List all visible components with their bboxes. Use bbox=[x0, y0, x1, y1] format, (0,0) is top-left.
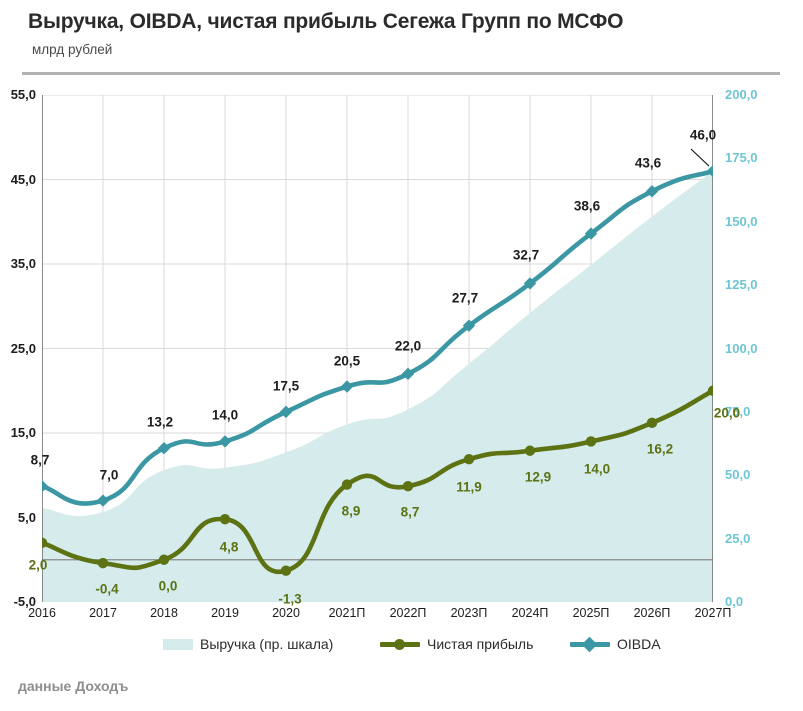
right-axis-tick-label: 200,0 bbox=[725, 87, 758, 102]
plot-area bbox=[42, 95, 713, 602]
oibda-data-label: 17,5 bbox=[272, 378, 300, 394]
oibda-data-label: 38,6 bbox=[573, 198, 601, 214]
x-axis-tick-label: 2022П bbox=[389, 606, 427, 620]
net-profit-data-label: 14,0 bbox=[583, 461, 611, 477]
chart-title: Выручка, OIBDA, чистая прибыль Сегежа Гр… bbox=[28, 10, 624, 33]
x-axis-tick-label: 2019 bbox=[211, 606, 239, 620]
left-axis-tick-label: 45,0 bbox=[10, 171, 36, 187]
oibda-data-label: 14,0 bbox=[211, 407, 239, 423]
x-axis-tick-label: 2023П bbox=[450, 606, 488, 620]
oibda-data-label: 27,7 bbox=[451, 290, 479, 306]
oibda-data-label: 7,0 bbox=[99, 467, 119, 483]
net-profit-data-label: 11,9 bbox=[456, 479, 482, 495]
x-axis-tick-label: 2024П bbox=[511, 606, 549, 620]
oibda-series bbox=[42, 164, 713, 507]
right-axis-tick-label: 50,0 bbox=[725, 467, 751, 483]
right-axis-tick-label: 25,0 bbox=[725, 530, 751, 546]
oibda-data-label: 8,7 bbox=[30, 452, 50, 468]
net-profit-data-label: -0,4 bbox=[95, 581, 119, 597]
net-profit-series bbox=[42, 385, 713, 576]
area-swatch-icon bbox=[163, 638, 193, 650]
chart-legend: Выручка (пр. шкала) Чистая прибыль OIBDA bbox=[0, 636, 803, 658]
chart-subtitle: млрд рублей bbox=[32, 42, 113, 57]
oibda-data-label: 46,0 bbox=[689, 127, 717, 143]
right-axis-tick-label: 125,0 bbox=[725, 277, 758, 293]
left-axis-tick-label: 55,0 bbox=[10, 87, 36, 102]
left-axis-tick-label: 15,0 bbox=[10, 425, 36, 440]
x-axis-tick-label: 2026П bbox=[633, 606, 671, 620]
legend-label-net-profit: Чистая прибыль bbox=[427, 636, 534, 652]
oibda-data-label: 13,2 bbox=[146, 414, 174, 430]
legend-label-oibda: OIBDA bbox=[617, 636, 661, 652]
revenue-area-series bbox=[42, 171, 713, 602]
left-axis-tick-label: -5,0 bbox=[13, 594, 36, 609]
legend-item-net-profit[interactable]: Чистая прибыль bbox=[380, 636, 533, 652]
left-axis-tick-label: 5,0 bbox=[17, 509, 36, 525]
legend-item-revenue[interactable]: Выручка (пр. шкала) bbox=[163, 636, 333, 652]
x-axis-tick-label: 2027П bbox=[694, 606, 732, 620]
header-divider bbox=[22, 72, 780, 75]
legend-item-oibda[interactable]: OIBDA bbox=[570, 636, 661, 653]
legend-label-revenue: Выручка (пр. шкала) bbox=[200, 636, 334, 652]
x-axis-tick-label: 2021П bbox=[328, 606, 366, 620]
left-axis-tick-label: 35,0 bbox=[10, 256, 36, 271]
oibda-data-label: 43,6 bbox=[634, 155, 662, 171]
net-profit-data-label: 20,0 bbox=[713, 405, 741, 421]
oibda-data-label: 32,7 bbox=[512, 247, 540, 263]
x-axis-tick-label: 2020 bbox=[272, 606, 300, 620]
label-leader-lines bbox=[690, 148, 710, 167]
net-profit-data-label: 0,0 bbox=[158, 578, 178, 594]
right-axis-tick-label: 100,0 bbox=[725, 340, 758, 356]
oibda-data-label: 20,5 bbox=[333, 353, 361, 369]
line-circle-swatch-icon bbox=[380, 637, 420, 651]
net-profit-data-label: 4,8 bbox=[219, 539, 239, 555]
x-axis-tick-label: 2016 bbox=[28, 606, 56, 620]
source-note: данные Доходъ bbox=[18, 678, 129, 694]
x-axis-tick-label: 2018 bbox=[150, 606, 178, 620]
right-axis-tick-label: 0,0 bbox=[725, 594, 744, 609]
line-diamond-swatch-icon bbox=[570, 636, 610, 653]
net-profit-data-label: 2,0 bbox=[28, 557, 48, 573]
left-axis-tick-label: 25,0 bbox=[10, 340, 36, 356]
oibda-data-label: 22,0 bbox=[394, 338, 422, 354]
x-axis-tick-label: 2025П bbox=[572, 606, 610, 620]
net-profit-data-label: 16,2 bbox=[646, 441, 674, 457]
right-axis-tick-label: 175,0 bbox=[725, 150, 758, 166]
right-axis-tick-label: 75,0 bbox=[725, 403, 751, 419]
x-axis-tick-label: 2017 bbox=[89, 606, 117, 620]
right-axis-tick-label: 150,0 bbox=[725, 213, 758, 229]
net-profit-data-label: 8,7 bbox=[400, 504, 420, 520]
net-profit-data-label: -1,3 bbox=[278, 591, 302, 607]
net-profit-data-label: 8,9 bbox=[341, 503, 361, 519]
net-profit-data-label: 12,9 bbox=[524, 469, 552, 485]
chart-canvas bbox=[42, 95, 713, 602]
